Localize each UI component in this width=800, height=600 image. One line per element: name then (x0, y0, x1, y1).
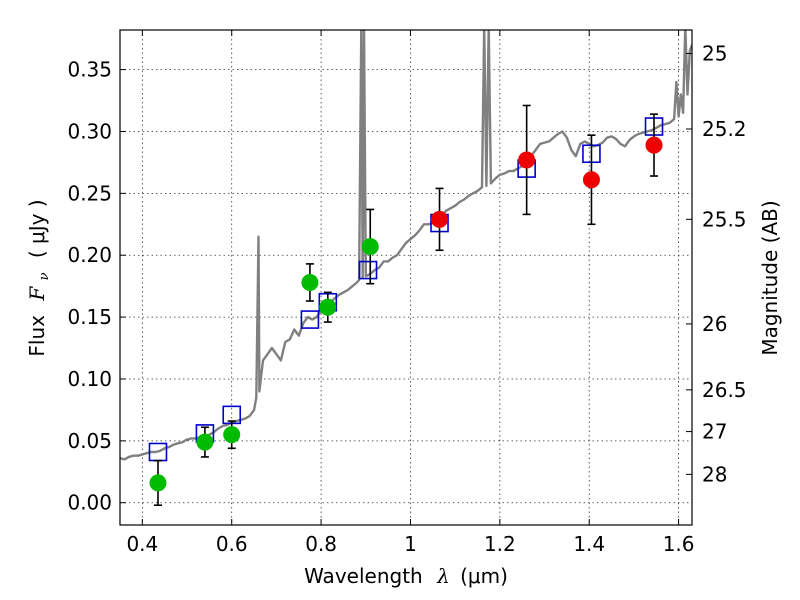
photometry-point (582, 171, 600, 189)
magnitude-tick-label: 27 (702, 420, 727, 444)
y-tick-label: 0.25 (67, 181, 112, 205)
magnitude-tick-label: 25.2 (702, 117, 747, 141)
y-axis-label-unit: ( μJy ) (25, 199, 49, 258)
y-tick-label: 0.30 (67, 119, 112, 143)
photometry-point (518, 151, 536, 169)
x-tick-label: 0.8 (305, 532, 337, 556)
y-tick-label: 0.05 (67, 429, 112, 453)
x-tick-label: 1.2 (484, 532, 516, 556)
y-axis-label-prefix: Flux (25, 315, 49, 357)
photometry-point (645, 136, 663, 154)
y-tick-label: 0.15 (67, 305, 112, 329)
grid-layer (120, 30, 692, 525)
y-tick-label: 0.00 (67, 491, 112, 515)
photometry-point (319, 298, 337, 316)
photometry-point (301, 273, 319, 291)
x-tick-label: 1 (404, 532, 417, 556)
photometry-point (223, 426, 241, 444)
y-axis-label-symbol: F (25, 286, 49, 302)
x-axis-label-prefix: Wavelength (304, 564, 423, 588)
x-axis-label-unit: (μm) (460, 564, 508, 588)
magnitude-tick-label: 26.5 (702, 378, 747, 402)
x-axis-label: Wavelength λ (μm) (304, 564, 508, 588)
magnitude-tick-label: 25.5 (702, 207, 747, 231)
model-spectrum-line (120, 30, 692, 461)
plot-layer (120, 30, 692, 507)
y-axis-label-subscript: ν (37, 272, 52, 280)
tick-layer: 0.4 0.6 0.8 1 1.2 1.4 1.6 0.00 0.05 0.10 0.15 0.20 0… (67, 30, 747, 556)
x-tick-label: 0.4 (126, 532, 158, 556)
photometry-point (196, 433, 214, 451)
photometry-point (431, 210, 449, 228)
y-axis-label: Flux F ν ( μJy ) (25, 199, 53, 356)
y-tick-label: 0.20 (67, 243, 112, 267)
magnitude-axis-label: Magnitude (AB) (758, 200, 782, 355)
model-band-square (300, 310, 320, 329)
y-tick-label: 0.10 (67, 367, 112, 391)
photometry-point (149, 474, 167, 492)
photometry-point (361, 238, 379, 256)
magnitude-tick-label: 25 (702, 42, 727, 66)
model-band-square (358, 260, 378, 280)
x-axis-label-symbol: λ (436, 564, 450, 588)
x-tick-label: 1.4 (573, 532, 605, 556)
x-tick-label: 1.6 (663, 532, 695, 556)
magnitude-tick-label: 28 (702, 462, 727, 486)
plot-frame (119, 29, 693, 526)
x-tick-label: 0.6 (216, 532, 248, 556)
y-tick-label: 0.35 (67, 58, 112, 82)
magnitude-tick-label: 26 (702, 312, 727, 336)
